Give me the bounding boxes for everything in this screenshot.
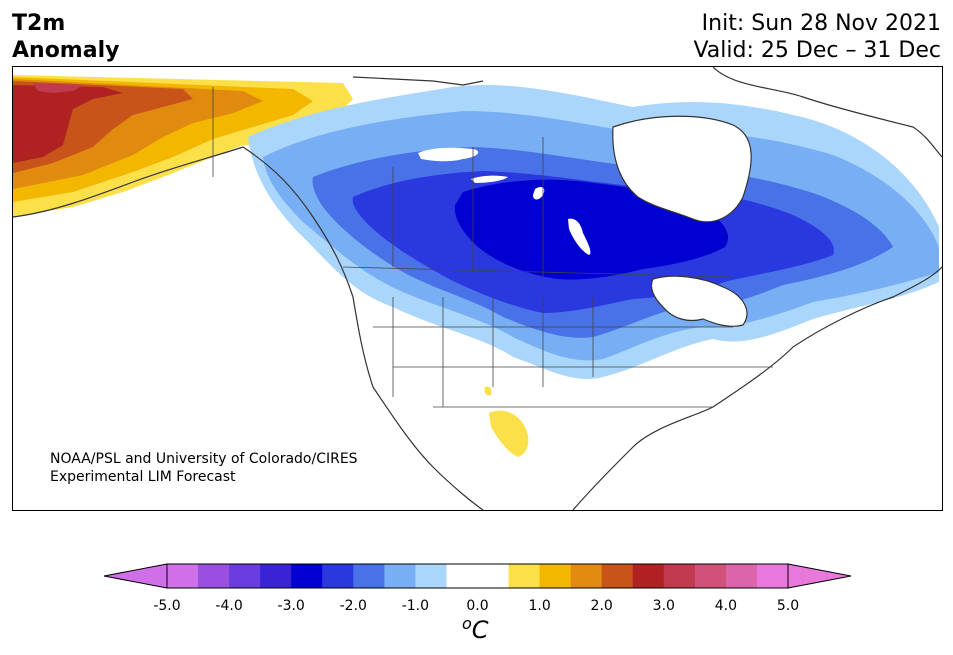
colorbar-outline bbox=[166, 563, 789, 589]
colorbar-tick-label: 1.0 bbox=[528, 598, 551, 614]
colorbar-extend-low bbox=[103, 563, 168, 589]
great-slave-lake bbox=[471, 175, 508, 183]
credit-text: NOAA/PSL and University of Colorado/CIRE… bbox=[50, 450, 358, 486]
colorbar-bin bbox=[291, 564, 323, 588]
colorbar-tick-label: 2.0 bbox=[590, 598, 613, 614]
anomaly-map bbox=[13, 67, 942, 510]
colorbar-bin bbox=[570, 564, 603, 588]
colorbar-unit: oC bbox=[462, 614, 489, 644]
anomaly-region-warm-crimson bbox=[33, 83, 83, 93]
valid-date-range: Valid: 25 Dec – 31 Dec bbox=[693, 38, 941, 63]
colorbar-bin bbox=[694, 564, 727, 588]
colorbar-tick-label: -2.0 bbox=[339, 598, 367, 614]
map-title: T2m Anomaly bbox=[12, 10, 119, 64]
great-lakes bbox=[651, 276, 747, 327]
map-panel: NOAA/PSL and University of Colorado/CIRE… bbox=[12, 66, 943, 511]
anomaly-region-warm-red bbox=[13, 85, 123, 163]
colorbar-bin bbox=[601, 564, 634, 588]
lake-winnipeg bbox=[568, 218, 591, 255]
colorbar-bin bbox=[539, 564, 572, 588]
colorbar-tick-label: -4.0 bbox=[215, 598, 243, 614]
credit-line-organizations: NOAA/PSL and University of Colorado/CIRE… bbox=[50, 451, 358, 467]
anomaly-region-warm-arizona bbox=[484, 386, 492, 396]
colorbar-bin bbox=[167, 564, 199, 588]
colorbar-tick-label: 4.0 bbox=[714, 598, 738, 614]
colorbar-tick-label: -3.0 bbox=[277, 598, 305, 614]
colorbar-bin bbox=[353, 564, 385, 588]
unit-celsius: C bbox=[471, 616, 489, 644]
colorbar-bin bbox=[632, 564, 665, 588]
hudson-bay bbox=[612, 116, 752, 222]
coastlines bbox=[13, 67, 942, 510]
colorbar-extend-high bbox=[787, 563, 852, 589]
colorbar-bin bbox=[477, 564, 510, 588]
colorbar-tick-label: 5.0 bbox=[776, 598, 800, 614]
colorbar bbox=[103, 563, 852, 589]
colorbar-tick-label: -1.0 bbox=[401, 598, 430, 614]
colorbar-bin bbox=[198, 564, 230, 588]
colorbar-bin bbox=[446, 564, 478, 588]
init-date: Init: Sun 28 Nov 2021 bbox=[701, 11, 941, 36]
colorbar-bin bbox=[322, 564, 354, 588]
lake-athabasca bbox=[533, 187, 545, 200]
colorbar-bin bbox=[663, 564, 696, 588]
political-borders bbox=[212, 87, 773, 408]
colorbar-bin bbox=[725, 564, 758, 588]
colorbar-bin bbox=[415, 564, 447, 588]
title-variable: T2m bbox=[12, 11, 66, 36]
colorbar-tick-label: -5.0 bbox=[153, 598, 181, 614]
title-subtitle: Anomaly bbox=[12, 38, 120, 63]
credit-line-model: Experimental LIM Forecast bbox=[50, 469, 236, 485]
colorbar-bin bbox=[384, 564, 416, 588]
colorbar-bin bbox=[260, 564, 292, 588]
colorbar-tick-label: 3.0 bbox=[652, 598, 675, 614]
unit-degree-symbol: o bbox=[462, 614, 472, 633]
anomaly-region-warm-southwest bbox=[489, 410, 529, 457]
colorbar-bin bbox=[508, 564, 541, 588]
forecast-dates: Init: Sun 28 Nov 2021 Valid: 25 Dec – 31… bbox=[693, 10, 941, 64]
colorbar-tick-label: 0.0 bbox=[466, 598, 489, 614]
colorbar-bin bbox=[229, 564, 261, 588]
great-bear-lake bbox=[418, 147, 479, 162]
colorbar-bin bbox=[756, 564, 789, 588]
